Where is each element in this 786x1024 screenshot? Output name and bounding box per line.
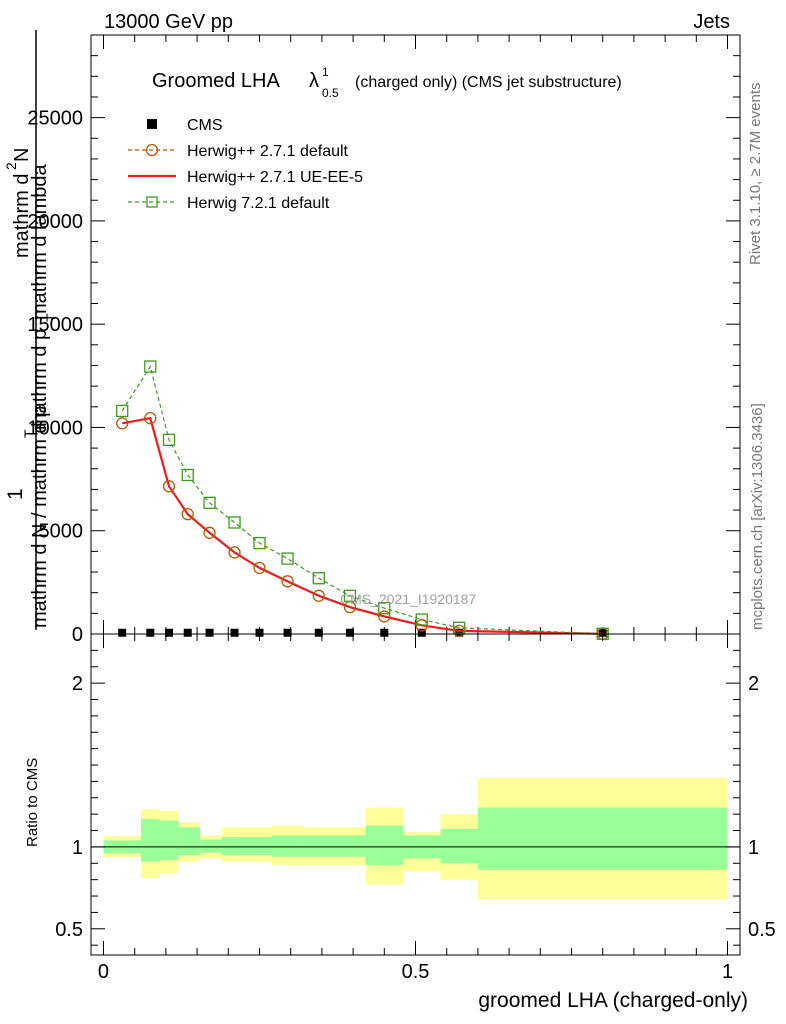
herwig-default-point xyxy=(203,526,216,539)
cms-data-point xyxy=(118,628,127,637)
plot-title-detail: (charged only) (CMS jet substructure) xyxy=(355,74,622,91)
herwig7-point xyxy=(116,404,129,418)
legend-herwig-default-label: Herwig++ 2.7.1 default xyxy=(187,143,349,160)
plot-title-sup: 1 xyxy=(322,65,329,79)
ratio-y-axis-label: Ratio to CMS xyxy=(24,758,41,847)
ratio-green-band xyxy=(477,807,728,870)
legend-herwig-default-marker xyxy=(145,143,159,157)
legend-herwig7-label: Herwig 7.2.1 default xyxy=(187,195,330,212)
cms-data-point xyxy=(230,628,239,637)
ylabel-part-dn-dpt: mathrm d N / mathrm d p xyxy=(29,406,51,628)
ylabel-part-d-lambda: mathrm d lambda xyxy=(29,164,51,320)
herwig-default-point xyxy=(253,561,266,575)
ratio-y-tick-label-left: 2 xyxy=(72,673,83,695)
herwig-default-point xyxy=(162,480,176,493)
herwig7-point xyxy=(162,433,176,446)
ylabel-part-sup-2: 2 xyxy=(3,162,19,170)
cms-data-point xyxy=(205,628,214,637)
herwig7-point xyxy=(312,572,325,585)
analysis-watermark: CMS_2021_I1920187 xyxy=(340,591,476,607)
ylabel-part-t-sub: T xyxy=(21,429,37,438)
plot-title: Groomed LHA λ 1 0.5 (charged only) (CMS … xyxy=(152,65,622,100)
herwig-default-point xyxy=(181,508,194,521)
herwig7-point xyxy=(181,468,194,482)
cms-data-point xyxy=(345,628,354,637)
y-tick-label: 25000 xyxy=(27,108,83,130)
ratio-green-band xyxy=(440,828,478,864)
ratio-green-band xyxy=(200,839,223,853)
ylabel-part-t-sub-2: T xyxy=(43,313,59,322)
ylabel-part-numerator-one: 1 xyxy=(4,488,27,500)
herwig-default-point xyxy=(378,610,391,623)
x-tick-label: 0 xyxy=(98,961,109,983)
plot-title-main: Groomed LHA xyxy=(152,70,280,92)
cms-data-point xyxy=(183,628,192,637)
herwig7-point xyxy=(253,536,266,550)
ratio-y-tick-label-left: 0.5 xyxy=(55,919,83,941)
rivet-version-label: Rivet 3.1.10, ≥ 2.7M events xyxy=(747,83,764,266)
herwig7-point xyxy=(281,552,294,565)
x-axis-label: groomed LHA (charged-only) xyxy=(478,989,748,1012)
ratio-y-tick-label-right: 1 xyxy=(748,837,759,859)
herwig-default-point xyxy=(281,575,294,588)
x-tick-label: 1 xyxy=(722,961,733,983)
herwig7-point xyxy=(144,360,157,373)
ratio-green-band xyxy=(159,820,179,861)
legend: CMS Herwig++ 2.7.1 default Herwig++ 2.7.… xyxy=(128,117,363,212)
herwig-default-point xyxy=(312,589,325,602)
main-y-axis-label: 1 mathrm d N / mathrm d p T mathrm d 2 N… xyxy=(3,30,59,630)
ratio-y-tick-label-right: 2 xyxy=(748,673,759,695)
mcplots-label: mcplots.cern.ch [arXiv:1306.3436] xyxy=(749,403,766,630)
herwig7-point xyxy=(203,496,216,509)
herwig7-point xyxy=(228,516,241,529)
legend-cms-marker xyxy=(147,119,157,129)
ratio-green-band xyxy=(271,835,304,857)
ylabel-part-mathrm-d: mathrm d xyxy=(11,174,33,258)
header-jets-label: Jets xyxy=(693,11,730,33)
y-tick-label: 10000 xyxy=(27,417,83,439)
cms-data-point xyxy=(380,628,389,637)
herwig7-point xyxy=(378,602,391,615)
ratio-y-tick-label-left: 1 xyxy=(72,837,83,859)
ratio-green-band xyxy=(303,835,366,857)
cms-data-point xyxy=(417,628,426,637)
ylabel-part-n: N xyxy=(11,148,33,162)
ratio-green-band xyxy=(222,837,272,856)
ratio-plot-frame xyxy=(90,633,741,956)
x-tick-label: 0.5 xyxy=(402,961,430,983)
cms-data-point xyxy=(165,628,174,637)
y-tick-label: 0 xyxy=(72,624,83,646)
y-tick-label: 15000 xyxy=(27,314,83,336)
cms-data-point xyxy=(255,628,264,637)
y-tick-label: 20000 xyxy=(27,211,83,233)
cms-data-point xyxy=(314,628,323,637)
header-energy-label: 13000 GeV pp xyxy=(104,11,233,33)
ratio-green-band xyxy=(140,819,160,862)
ratio-green-band xyxy=(365,825,404,865)
herwig-default-point xyxy=(116,417,129,430)
legend-herwig7-marker xyxy=(146,196,158,208)
herwig7-point xyxy=(415,613,428,626)
herwig-default-point xyxy=(228,546,241,559)
plot-title-sub: 0.5 xyxy=(322,86,339,100)
plot-title-lambda: λ xyxy=(309,70,319,92)
ratio-green-band xyxy=(178,827,201,856)
cms-data-point xyxy=(283,628,292,637)
y-tick-label: 5000 xyxy=(39,521,84,543)
herwig-default-point xyxy=(144,412,157,425)
legend-herwig-ueee5-label: Herwig++ 2.7.1 UE-EE-5 xyxy=(187,169,363,186)
ylabel-part-mathrm-dp: mathrm d p xyxy=(29,329,51,430)
herwig7-point xyxy=(343,589,357,602)
legend-cms-label: CMS xyxy=(187,117,223,134)
ratio-y-tick-label-right: 0.5 xyxy=(748,919,776,941)
cms-data-point xyxy=(146,628,155,637)
herwig7-point xyxy=(453,621,466,634)
